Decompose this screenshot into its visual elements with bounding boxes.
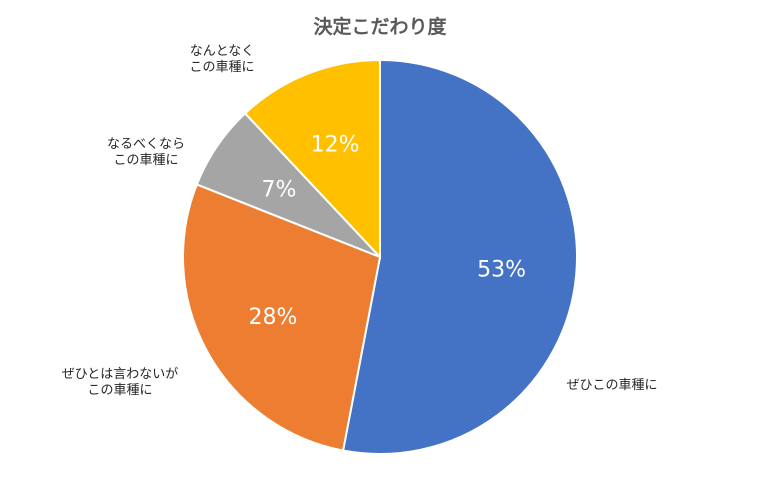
category-label: ぜひこの車種に [566,377,657,393]
percentage-label: 53% [477,257,526,282]
percentage-label: 7% [262,177,297,202]
slice-zehi-towa-iwanai [182,183,382,452]
slice-zehi [341,58,578,455]
category-labels: ぜひこの車種に ぜひとは言わないがこの車種に なるべくならこの車種に なんとなくこの車… [62,44,658,398]
category-label: なるべくならこの車種に [107,137,185,168]
category-label: なんとなくこの車種に [189,44,254,75]
pie-slices [182,58,578,455]
slice-nantonaku [243,58,381,260]
category-label: ぜひとは言わないがこの車種に [62,367,179,398]
percentage-labels: 53% 28% 7% 12% [249,132,527,329]
chart-title: 決定こだわり度 [313,15,447,38]
percentage-label: 12% [311,132,360,157]
percentage-label: 28% [249,305,298,330]
